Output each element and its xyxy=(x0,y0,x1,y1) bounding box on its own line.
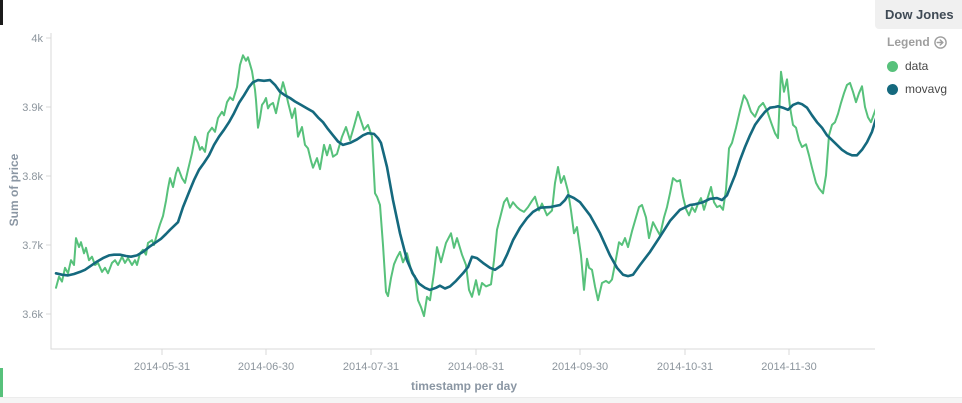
legend-collapse-icon xyxy=(933,35,947,49)
legend-dot-movavg xyxy=(887,84,898,95)
legend-item-movavg[interactable]: movavg xyxy=(875,78,962,101)
legend-toggle-label: Legend xyxy=(887,35,930,49)
y-axis-tick-label: 3.8k xyxy=(22,171,43,183)
x-axis-tick-label: 2014-08-31 xyxy=(448,361,504,373)
y-axis-tick-label: 3.6k xyxy=(22,309,43,321)
x-axis-tick-label: 2014-09-30 xyxy=(552,361,608,373)
x-axis-title: timestamp per day xyxy=(410,379,518,393)
series-line-movavg[interactable] xyxy=(54,78,879,292)
legend-item-label: movavg xyxy=(905,82,948,96)
y-axis-title: Sum of price xyxy=(7,153,21,227)
y-axis-tick-label: 3.9k xyxy=(22,102,43,114)
series-line-data[interactable] xyxy=(55,54,877,318)
axis-lines xyxy=(50,33,877,350)
legend-toggle[interactable]: Legend xyxy=(875,29,962,53)
legend-sidebar: Dow Jones Legend data movavg xyxy=(875,0,962,403)
screen-edge-artifact-bottom xyxy=(0,368,3,397)
legend-items: data movavg xyxy=(875,55,962,101)
y-axis-tick-label: 3.7k xyxy=(22,240,43,252)
legend-dot-data xyxy=(887,61,898,72)
x-axis-tick-label: 2014-05-31 xyxy=(134,361,190,373)
screen-edge-artifact-top xyxy=(0,0,3,25)
legend-item-data[interactable]: data xyxy=(875,55,962,78)
legend-item-label: data xyxy=(905,59,929,73)
x-axis-tick-label: 2014-10-31 xyxy=(657,361,713,373)
x-axis-tick-label: 2014-07-31 xyxy=(343,361,399,373)
panel-title: Dow Jones xyxy=(875,0,962,29)
x-axis-tick-label: 2014-06-30 xyxy=(238,361,294,373)
x-axis-tick-label: 2014-11-30 xyxy=(761,361,816,373)
bottom-band xyxy=(0,397,962,403)
y-axis-tick-label: 4k xyxy=(31,33,43,45)
